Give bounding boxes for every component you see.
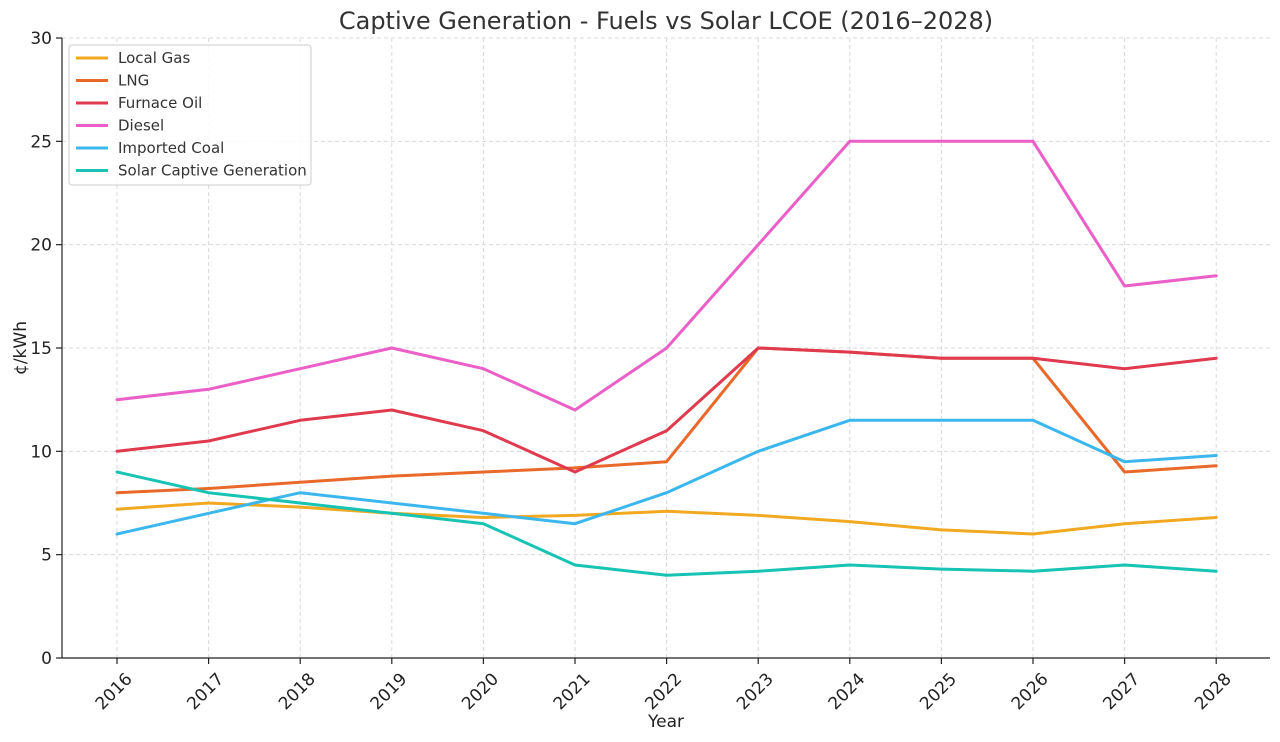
x-tick-label: 2024 xyxy=(825,669,870,714)
y-tick-label: 10 xyxy=(30,442,52,462)
x-tick-label: 2019 xyxy=(367,669,412,714)
y-tick-label: 20 xyxy=(30,236,52,256)
series-line-diesel xyxy=(115,139,1218,412)
y-tick-labels: 0 5 10 15 20 25 30 xyxy=(30,29,52,669)
legend-label: Solar Captive Generation xyxy=(118,162,307,180)
y-axis-label: ¢/kWh xyxy=(11,321,31,375)
x-tick-label: 2028 xyxy=(1191,669,1236,714)
legend-label: Furnace Oil xyxy=(118,94,202,112)
y-tick-label: 30 xyxy=(30,29,52,49)
x-tick-label: 2023 xyxy=(733,669,778,714)
legend-label: Local Gas xyxy=(118,49,190,67)
x-tick-labels: 2016 2017 2018 2019 2020 2021 2022 2023 2024 2025… xyxy=(92,669,1236,714)
x-tick-label: 2025 xyxy=(916,669,961,714)
legend-frame xyxy=(68,44,312,186)
y-tick-label: 0 xyxy=(41,649,52,669)
legend-label: Diesel xyxy=(118,117,164,135)
legend: Local Gas LNG Furnace Oil Diesel Imported Co… xyxy=(68,44,312,186)
x-tick-label: 2026 xyxy=(1008,669,1053,714)
series-line-local-gas xyxy=(115,501,1218,536)
series-lines xyxy=(115,139,1218,577)
x-tick-label: 2022 xyxy=(641,669,686,714)
series-line-furnace-oil xyxy=(115,346,1218,474)
x-tick-label: 2027 xyxy=(1099,669,1144,714)
y-tick-label: 25 xyxy=(30,132,52,152)
x-tick-label: 2018 xyxy=(275,669,320,714)
y-tick-label: 5 xyxy=(41,546,52,566)
series-line-imported-coal xyxy=(115,418,1218,536)
legend-items: Local Gas LNG Furnace Oil Diesel Imported Co… xyxy=(76,49,307,180)
chart-title: Captive Generation - Fuels vs Solar LCOE… xyxy=(339,7,993,35)
x-tick-label: 2016 xyxy=(92,669,137,714)
axes xyxy=(56,37,1270,664)
y-tick-label: 15 xyxy=(30,339,52,359)
series-line-solar-captive-generation xyxy=(115,470,1218,577)
legend-label: LNG xyxy=(118,72,149,90)
x-tick-label: 2020 xyxy=(458,669,503,714)
x-tick-label: 2017 xyxy=(183,669,228,714)
legend-label: Imported Coal xyxy=(118,139,224,157)
x-axis-label: Year xyxy=(647,712,684,732)
x-tick-label: 2021 xyxy=(550,669,595,714)
